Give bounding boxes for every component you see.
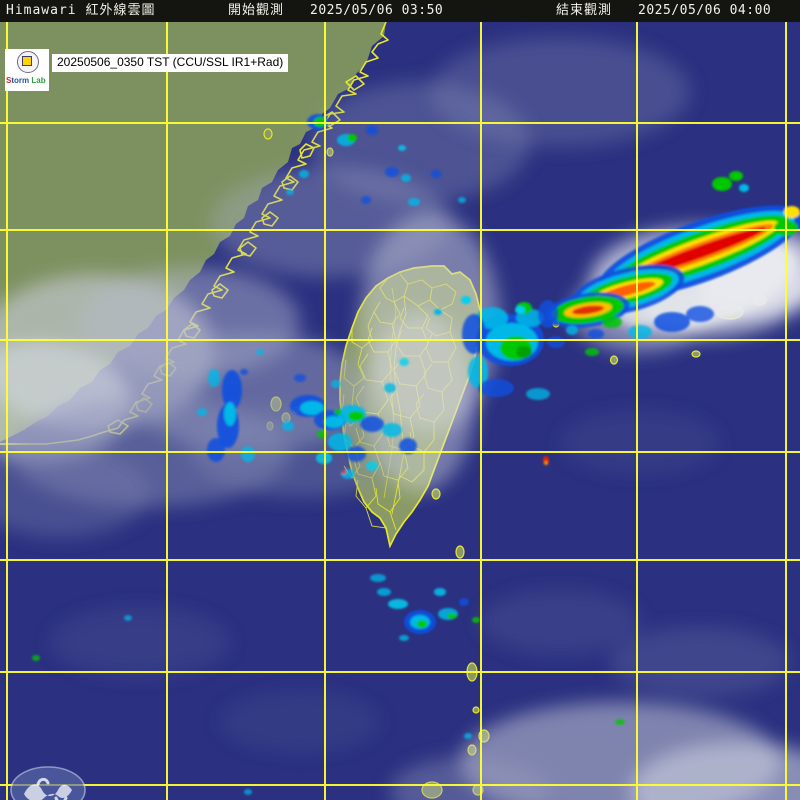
institution-logo: Storm Lab bbox=[5, 49, 49, 91]
frame-label: 20250506_0350 TST (CCU/SSL IR1+Rad) bbox=[52, 54, 289, 72]
radar-echo-bashi-channel bbox=[32, 456, 625, 795]
product-title: Himawari 紅外線雲圖 bbox=[6, 3, 156, 18]
start-observation-label: 開始觀測 bbox=[228, 3, 285, 18]
lab-wordmark-part1: S bbox=[6, 76, 12, 85]
small-islet bbox=[472, 706, 480, 714]
map-svg bbox=[0, 22, 800, 800]
end-observation-time: 2025/05/06 04:00 bbox=[638, 3, 772, 18]
map-canvas[interactable]: 20250506_0350 TST (CCU/SSL IR1+Rad) Stor… bbox=[0, 22, 800, 800]
university-seal-icon bbox=[17, 51, 39, 73]
radar-echo-northeast-band bbox=[546, 171, 800, 339]
cwa-swirl-watermark bbox=[10, 766, 86, 800]
start-observation-time: 2025/05/06 03:50 bbox=[310, 3, 444, 18]
radar-echo-taiwan-strait bbox=[197, 349, 417, 479]
yaeyama-islet bbox=[691, 350, 701, 358]
orchid-island bbox=[455, 545, 465, 559]
swirl-glyph-icon bbox=[24, 784, 72, 800]
radar-echo-fujian-coast bbox=[286, 114, 466, 206]
small-islet bbox=[609, 355, 619, 365]
lat-lon-grid bbox=[0, 22, 800, 800]
green-island bbox=[431, 488, 441, 500]
end-observation-label: 結束觀測 bbox=[556, 3, 613, 18]
lab-wordmark-part2: torm bbox=[11, 76, 30, 85]
lab-wordmark: Storm Lab bbox=[6, 74, 48, 89]
matsu-island bbox=[263, 128, 273, 140]
ir-cloud-field bbox=[0, 37, 800, 800]
lab-wordmark-part3: Lab bbox=[31, 76, 46, 85]
title-bar: Himawari 紅外線雲圖 開始觀測 2025/05/06 03:50 結束觀… bbox=[0, 0, 800, 22]
